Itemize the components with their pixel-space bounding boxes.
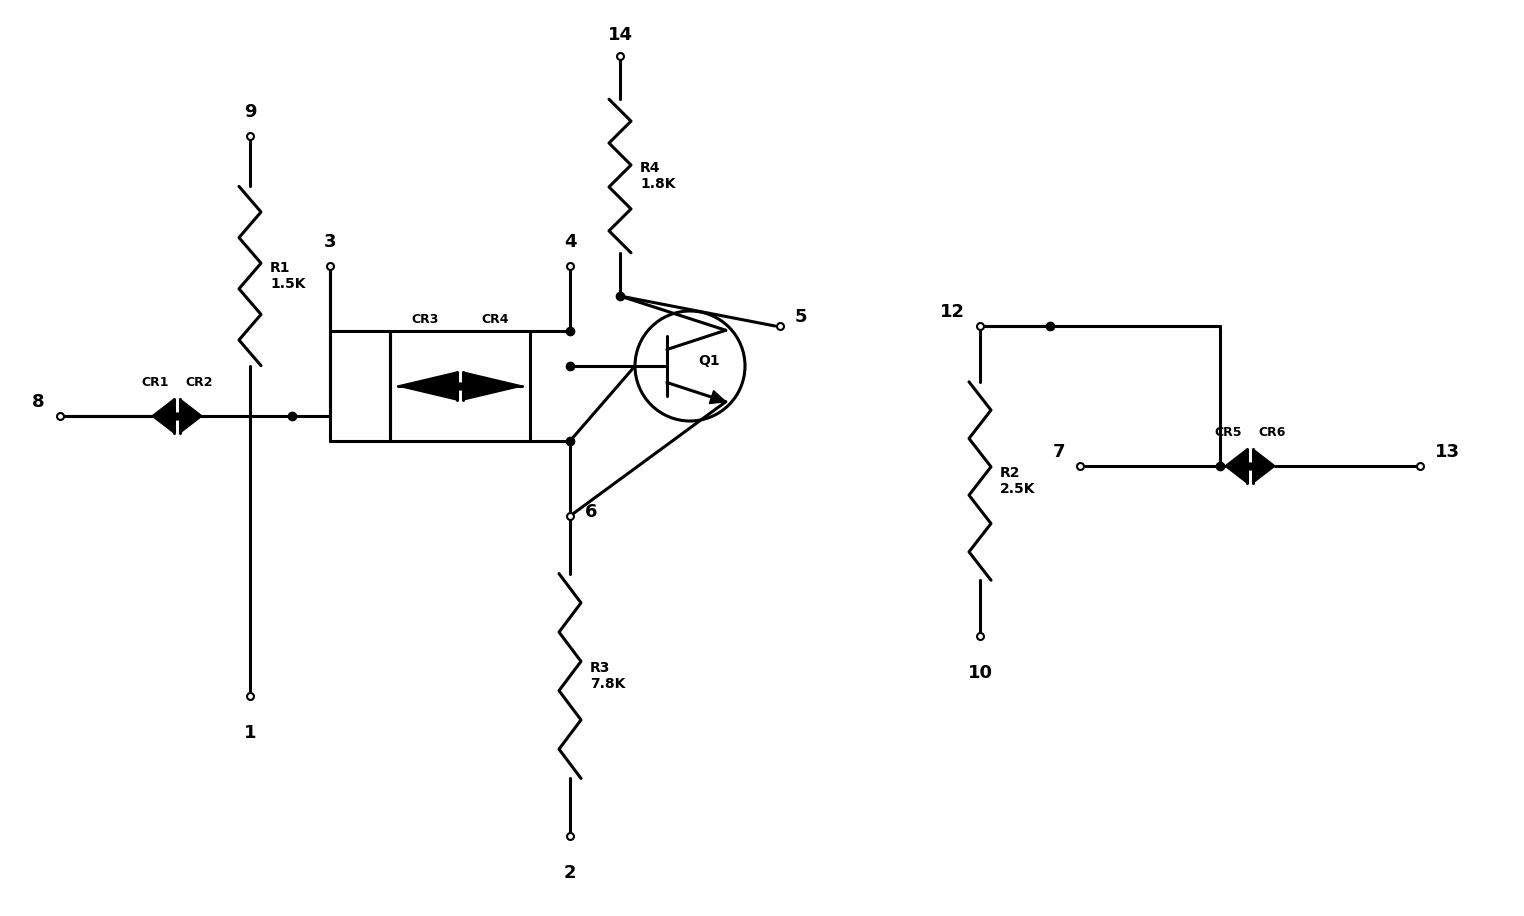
Text: R1
1.5K: R1 1.5K (270, 261, 305, 291)
Polygon shape (398, 372, 457, 400)
Text: 2: 2 (564, 864, 576, 882)
Bar (390, 331, 530, 441)
Text: CR6: CR6 (1259, 426, 1286, 439)
Text: 6: 6 (585, 503, 597, 521)
Text: 4: 4 (564, 233, 576, 251)
Text: CR3: CR3 (411, 313, 439, 326)
Text: 7: 7 (1053, 443, 1065, 461)
Text: 14: 14 (608, 26, 632, 44)
Text: R4
1.8K: R4 1.8K (640, 161, 675, 191)
Text: 13: 13 (1436, 443, 1460, 461)
Polygon shape (709, 390, 725, 404)
Text: 5: 5 (796, 308, 808, 326)
Polygon shape (463, 372, 523, 400)
Text: R2
2.5K: R2 2.5K (1000, 466, 1035, 496)
Text: 10: 10 (968, 664, 992, 682)
Text: CR2: CR2 (186, 376, 213, 389)
Polygon shape (1253, 449, 1276, 483)
Text: 1: 1 (244, 724, 256, 742)
Text: Q1: Q1 (698, 354, 719, 368)
Polygon shape (152, 399, 174, 433)
Text: R3
7.8K: R3 7.8K (590, 661, 625, 691)
Text: 9: 9 (244, 103, 256, 121)
Text: CR5: CR5 (1215, 426, 1242, 439)
Polygon shape (180, 399, 203, 433)
Polygon shape (1225, 449, 1247, 483)
Text: 8: 8 (32, 393, 46, 411)
Text: 12: 12 (940, 303, 965, 321)
Text: CR1: CR1 (142, 376, 169, 389)
Text: 3: 3 (323, 233, 337, 251)
Text: CR4: CR4 (482, 313, 509, 326)
